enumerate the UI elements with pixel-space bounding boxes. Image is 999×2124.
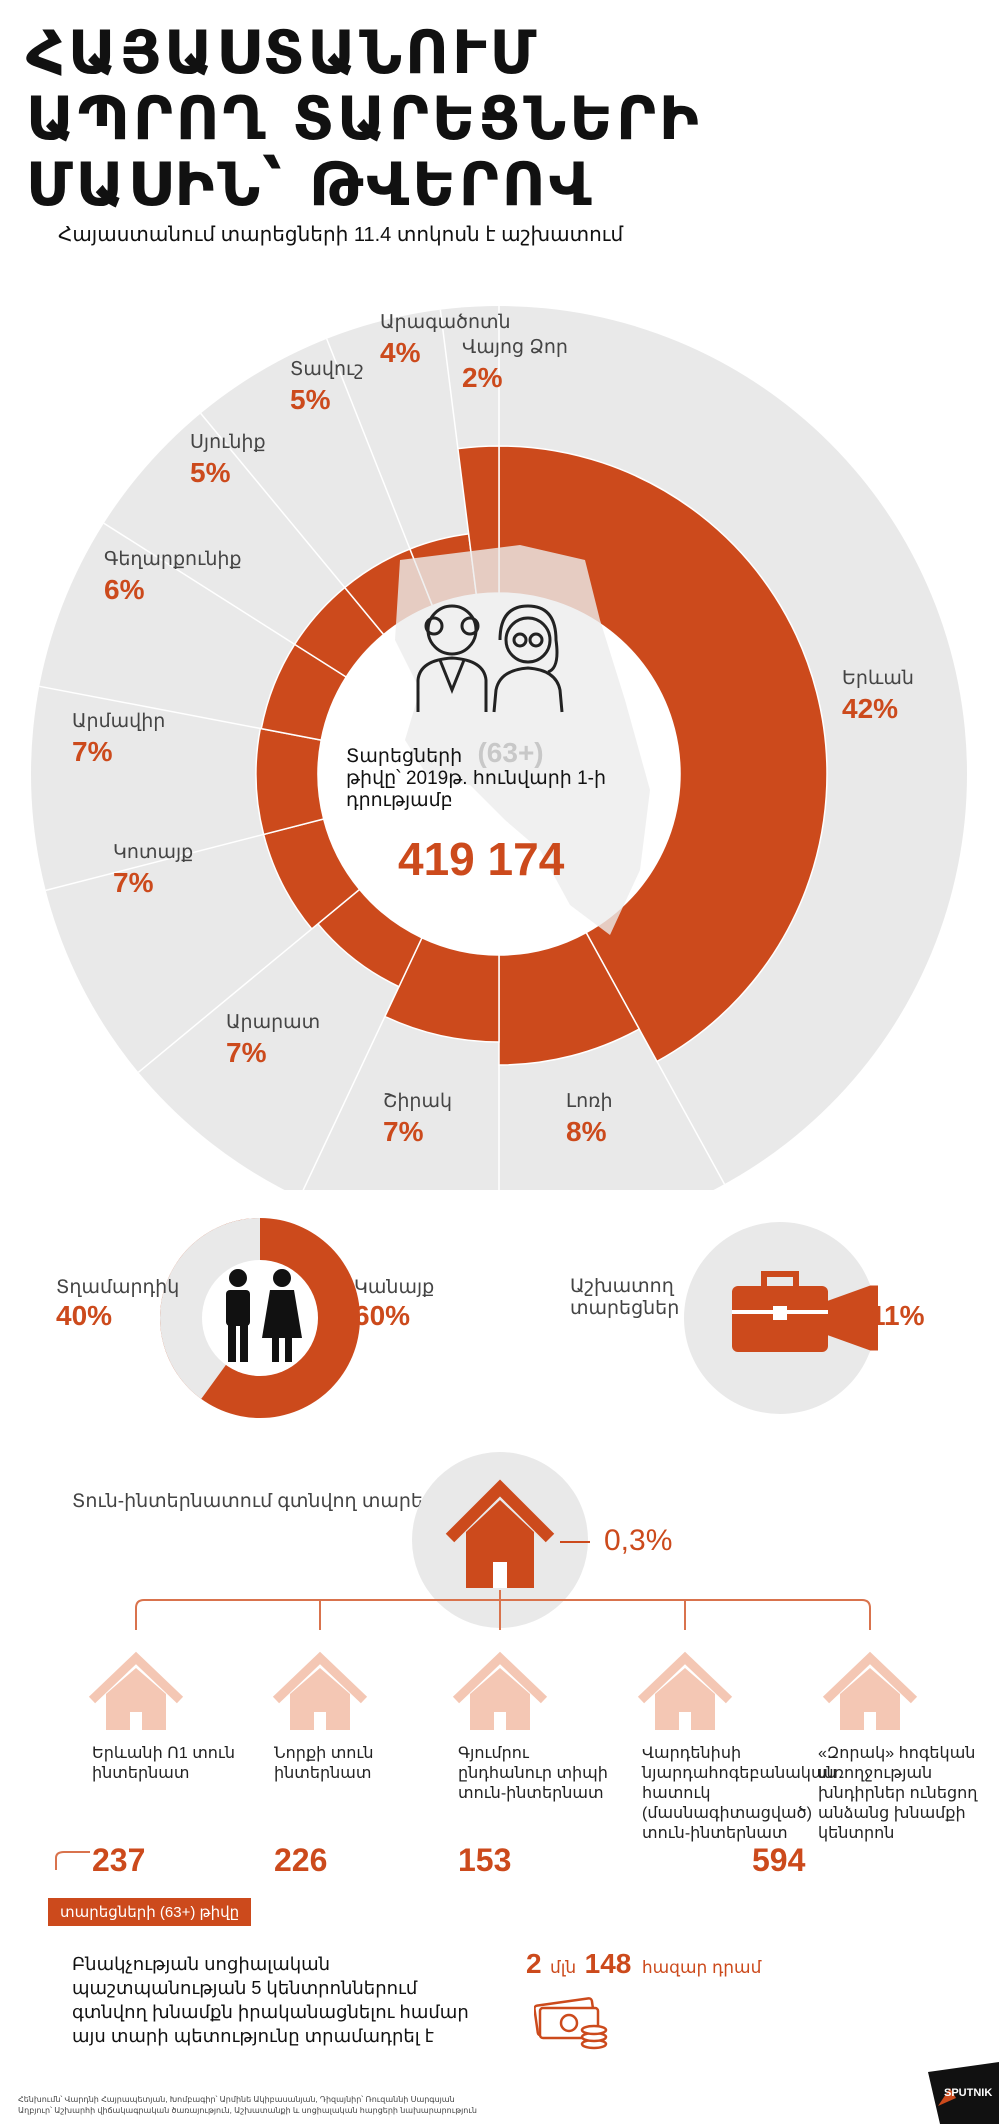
slice-label: Սյունիք	[190, 432, 266, 453]
slice-pct-label: 7%	[72, 736, 113, 767]
slice-divider	[439, 309, 459, 449]
nursing-home-icon	[88, 1651, 184, 1730]
home-name: Երևանի Ո1 տուն ինտերնատ	[92, 1745, 236, 1782]
home-count: 237	[92, 1842, 146, 1878]
age-badge: (63+)	[477, 737, 544, 768]
slice-pct-label: 2%	[462, 362, 503, 393]
slice-labels: Երևան 42% Լոռի 8% Շիրակ 7% Արարատ 7% Կոտայք 7% Արմ…	[72, 312, 914, 1147]
center-caption-line3: դրությամբ	[346, 790, 453, 811]
budget-amount-b: 148	[584, 1948, 632, 1979]
slice-label: Լոռի	[566, 1091, 613, 1112]
slice-pct-label: 5%	[290, 384, 331, 415]
nursing-tree	[55, 1452, 918, 1870]
slice-divider	[200, 412, 346, 589]
slice-pct-label: 6%	[104, 574, 145, 605]
slice-pct-label: 4%	[380, 337, 421, 368]
slice-label: Արագածոտն	[380, 312, 511, 333]
working-pct: 11%	[870, 1300, 925, 1331]
men-pct: 40%	[56, 1300, 113, 1331]
sputnik-logo-text: SPUTNIK	[944, 2087, 992, 2099]
women-pct: 60%	[354, 1300, 411, 1331]
slice-label: Արարատ	[226, 1012, 320, 1033]
home-name: «Զորակ» հոգեկան առողջության խնդիրներ ուն…	[818, 1745, 978, 1842]
credits-line2: Աղբյուր՝ Աշխարհի վիճակագրական ծառայությո…	[18, 2106, 477, 2115]
slice-label: Գեղարքունիք	[104, 549, 242, 570]
home-count: 226	[274, 1842, 328, 1878]
budget-text: Բնակչության սոցիալական պաշտպանության 5 կ…	[72, 1954, 469, 2046]
working-label-line1: Աշխատող	[570, 1276, 674, 1297]
title-line: ՀԱՅԱՍՏԱՆՈՒՄ	[26, 18, 540, 88]
slice-label: Արմավիր	[72, 711, 165, 732]
page-title: ՀԱՅԱՍՏԱՆՈՒՄ ԱՊՐՈՂ ՏԱՐԵՑՆԵՐԻ ՄԱՍԻՆ՝ ԹՎԵՐՈ…	[26, 20, 746, 218]
donut-slice	[255, 727, 325, 836]
nursing-home-icon	[272, 1651, 368, 1730]
center-caption: Տարեցների (63+) թիվը՝ 2019թ. հունվարի 1-…	[346, 739, 646, 812]
total-elderly-count: 419 174	[398, 833, 565, 885]
budget-unit-b: հազար դրամ	[641, 1958, 762, 1977]
nursing-home-icon	[822, 1651, 918, 1730]
slice-pct-label: 7%	[226, 1037, 267, 1068]
subtitle: Հայաստանում տարեցների 11.4 տոկոսն է աշխա…	[58, 224, 624, 246]
home-name: Վարդենիսի նյարդահոգեբանական հատուկ (մասն…	[642, 1745, 837, 1842]
small-houses	[88, 1651, 918, 1730]
map-silhouette	[395, 545, 650, 935]
center-caption-line1: Տարեցների	[346, 746, 463, 767]
home-name: Գյումրու ընդհանուր տիպի տուն-ինտերնատ	[458, 1745, 608, 1802]
slice-divider	[103, 522, 296, 645]
slice-label: Շիրակ	[383, 1091, 452, 1112]
home-name: Նորքի տուն ինտերնատ	[274, 1745, 374, 1782]
title-line: ՄԱՍԻՆ՝ ԹՎԵՐՈՎ	[26, 150, 595, 220]
slice-pct-label: 8%	[566, 1116, 607, 1147]
slice-divider	[302, 986, 400, 1190]
credits: Հենխումն՝ Վարդնի Հայրապետյան, Խոմբագիր՝ …	[18, 2094, 778, 2116]
slice-pct-label: 7%	[383, 1116, 424, 1147]
slice-label: Կոտայք	[113, 842, 193, 863]
nursing-pct: 0,3%	[604, 1524, 673, 1557]
working-slice	[780, 1285, 878, 1351]
briefcase-icon	[732, 1271, 828, 1352]
budget-amount: 2 մլն 148 հազար դրամ	[526, 1948, 761, 1980]
elderly-couple-icon	[416, 604, 564, 713]
slice-divider	[39, 685, 262, 730]
sputnik-logo: SPUTNIK	[928, 2062, 999, 2124]
slice-label: Վայոց Ձոր	[462, 337, 568, 358]
slice-label: Տավուշ	[290, 359, 364, 380]
branch-lines	[55, 1590, 871, 1870]
money-icon	[534, 1997, 608, 2050]
house-icon	[445, 1479, 555, 1588]
nursing-home-icon	[637, 1651, 733, 1730]
slice-pct-label: 5%	[190, 457, 231, 488]
working-label-line2: տարեցներ	[570, 1298, 680, 1319]
credits-line1: Հենխումն՝ Վարդնի Հայրապետյան, Խոմբագիր՝ …	[18, 2095, 455, 2104]
slice-pct-label: 42%	[842, 693, 898, 724]
budget-unit-a: մլն	[550, 1958, 577, 1977]
working-label: Աշխատող տարեցներ	[570, 1276, 679, 1320]
count-tag: տարեցների (63+) թիվը	[48, 1898, 252, 1926]
budget-amount-a: 2	[526, 1948, 542, 1979]
slice-divider	[326, 338, 411, 550]
gender-donut	[160, 1218, 360, 1418]
working-chart	[684, 1222, 878, 1414]
slice-divider	[137, 928, 313, 1073]
gender-center-hole	[202, 1260, 318, 1376]
nursing-home-icon	[452, 1651, 548, 1730]
slice-divider	[45, 833, 264, 892]
slice-pct-label: 7%	[113, 867, 154, 898]
men-label: Տղամարդիկ	[56, 1277, 180, 1298]
women-label: Կանայք	[354, 1277, 435, 1298]
title-line: ԱՊՐՈՂ ՏԱՐԵՑՆԵՐԻ	[26, 84, 702, 154]
center-caption-line2: թիվը՝ 2019թ. հունվարի 1-ի	[346, 768, 607, 789]
couple-icon	[226, 1269, 302, 1362]
home-count: 594	[752, 1842, 806, 1878]
region-donut-chart: Երևան 42% Լոռի 8% Շիրակ 7% Արարատ 7% Կոտայք 7% Արմ…	[31, 306, 967, 1190]
slice-label: Երևան	[842, 668, 914, 689]
home-count: 153	[458, 1842, 512, 1878]
nursing-title: Տուն-ինտերնատում գտնվող տարեցներ	[72, 1491, 472, 1512]
